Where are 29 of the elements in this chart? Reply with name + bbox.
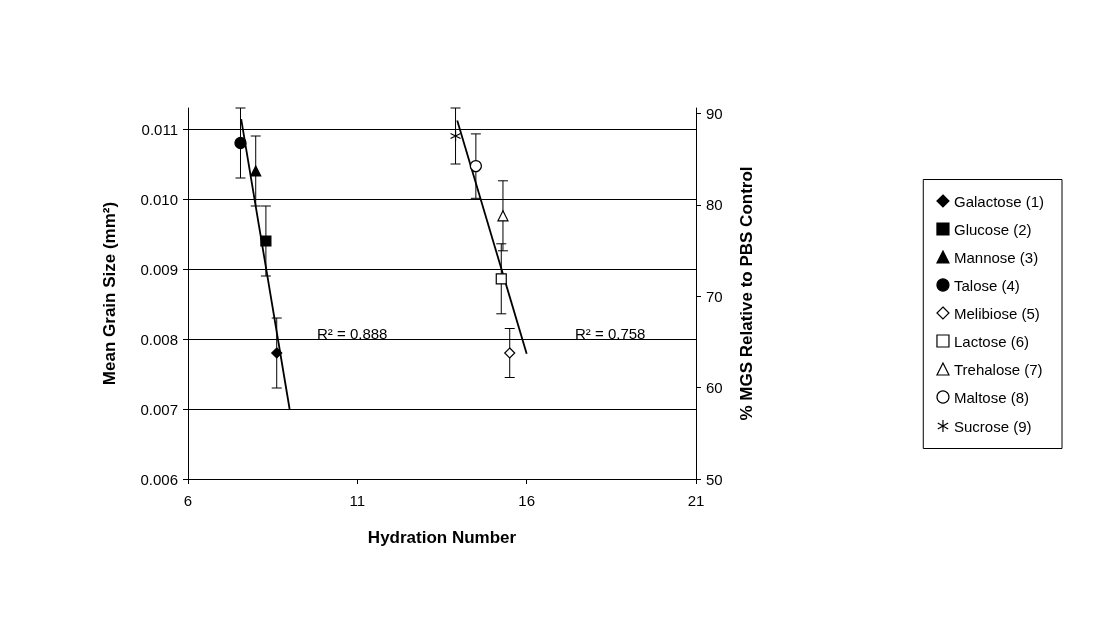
legend-label: Melibiose (5)	[953, 304, 1040, 322]
legend-label: Glucose (2)	[953, 220, 1032, 238]
legend-label: Trehalose (7)	[953, 360, 1043, 378]
x-tick-label: 16	[518, 492, 536, 509]
y-tick-label: 0.011	[141, 120, 178, 138]
x-axis-title: Hydration Number	[367, 528, 517, 547]
y2-axis-title: % MGS Relative to PBS Control	[737, 166, 756, 421]
x-tick-label: 6	[183, 492, 193, 509]
x-tick-label: 11	[349, 492, 366, 509]
y-axis-title: Mean Grain Size (mm²)	[100, 201, 119, 386]
y2-tick-label: 60	[706, 379, 723, 397]
y-tick-label: 0.010	[140, 190, 178, 208]
legend-label: Talose (4)	[953, 276, 1020, 294]
legend-label: Maltose (8)	[953, 388, 1029, 406]
annotation: R² = 0.758	[575, 325, 646, 342]
legend-label: Galactose (1)	[953, 192, 1045, 210]
y-tick-label: 0.009	[140, 260, 178, 278]
y2-tick-label: 90	[706, 104, 723, 122]
legend-label: Sucrose (9)	[953, 417, 1032, 435]
y2-tick-label: 70	[706, 287, 723, 305]
y-tick-label: 0.007	[140, 400, 178, 418]
legend-label: Lactose (6)	[953, 332, 1030, 350]
x-tick-label: 21	[687, 492, 705, 509]
y-tick-label: 0.008	[140, 330, 178, 348]
annotation: R² = 0.888	[317, 325, 388, 342]
y-tick-label: 0.006	[140, 470, 178, 488]
y2-tick-label: 50	[706, 470, 723, 488]
y2-tick-label: 80	[706, 196, 723, 214]
legend-label: Mannose (3)	[953, 248, 1039, 266]
